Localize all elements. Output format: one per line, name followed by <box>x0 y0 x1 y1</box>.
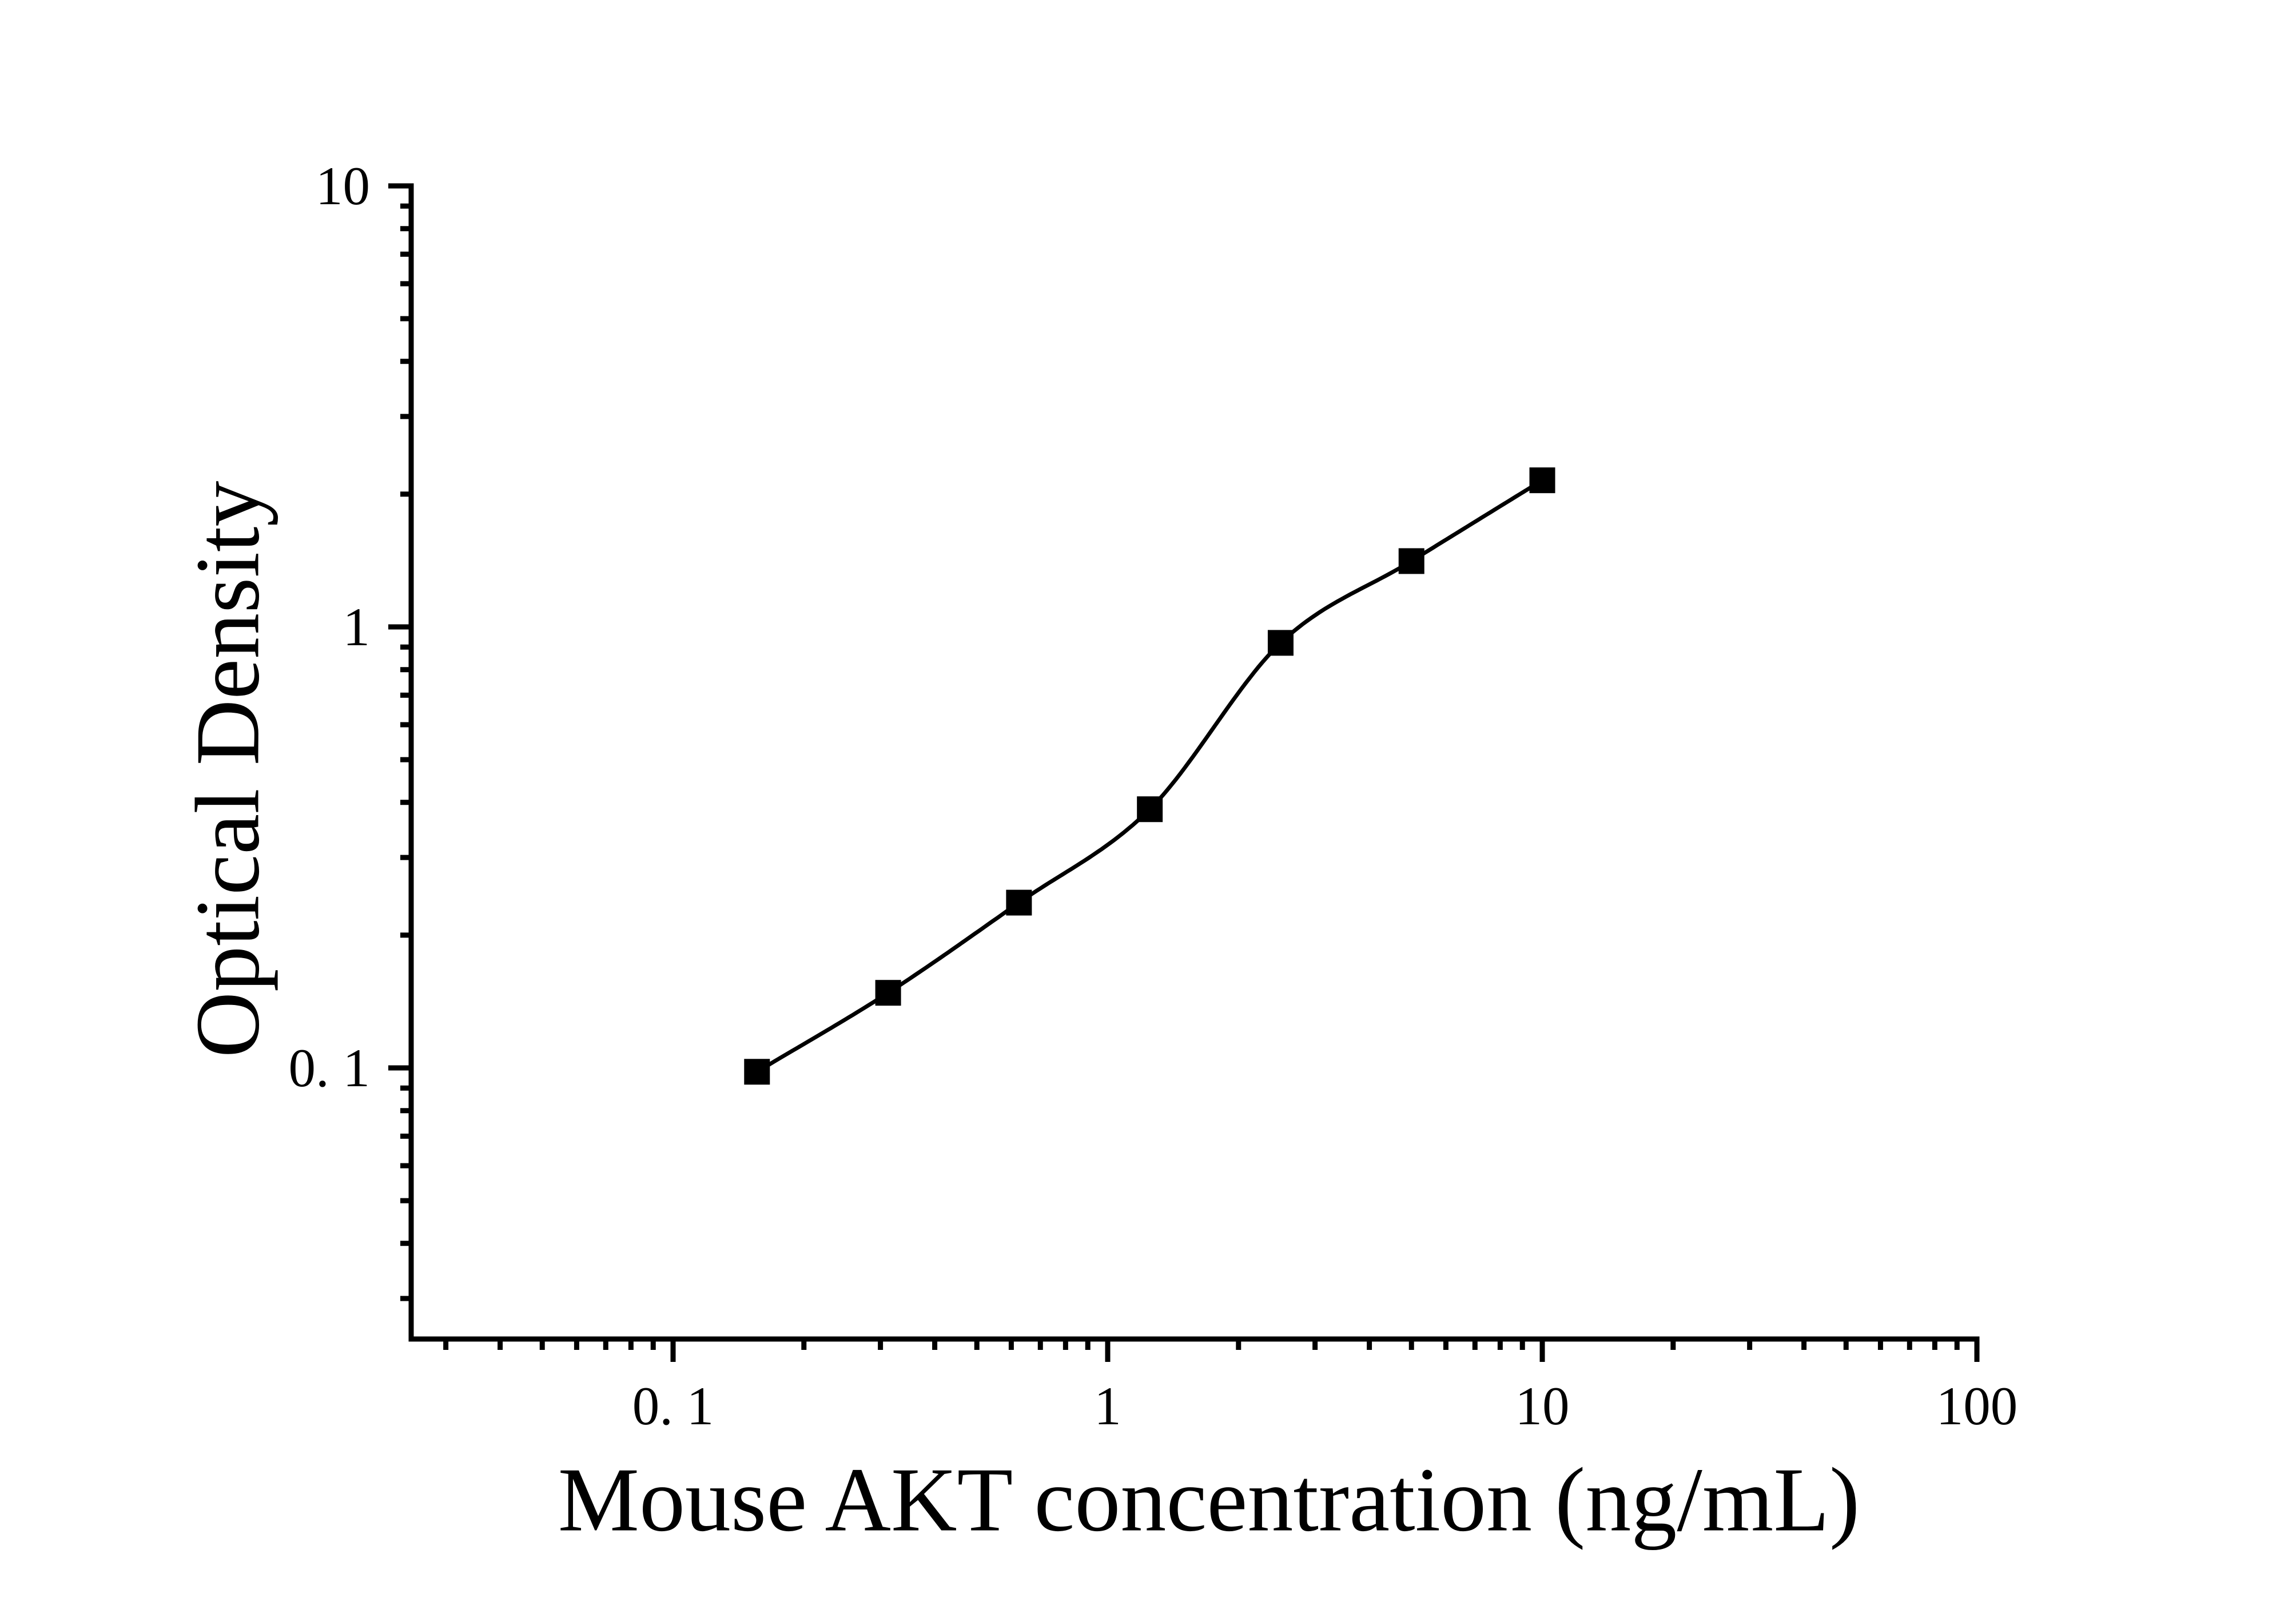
x-tick-label: 0. 1 <box>632 1376 714 1436</box>
axis-ticks <box>388 183 1980 1362</box>
y-tick-label: 10 <box>316 156 370 216</box>
axes <box>408 183 1980 1342</box>
y-axis-title: Optical Density <box>176 480 278 1058</box>
data-point-marker <box>875 980 901 1006</box>
y-tick-label: 1 <box>343 597 371 657</box>
data-points <box>744 467 1555 1085</box>
data-point-marker <box>1398 548 1424 574</box>
y-tick-label: 0. 1 <box>288 1038 371 1098</box>
data-point-marker <box>1529 467 1555 494</box>
data-point-marker <box>1137 796 1163 823</box>
x-tick-label: 10 <box>1515 1376 1570 1436</box>
standard-curve-line <box>755 478 1543 1074</box>
x-tick-label: 1 <box>1094 1376 1121 1436</box>
fitted-curve <box>755 478 1543 1074</box>
data-point-marker <box>744 1059 770 1085</box>
x-axis-title: Mouse AKT concentration (ng/mL) <box>558 1448 1860 1551</box>
data-point-marker <box>1006 889 1032 916</box>
x-tick-label: 100 <box>1936 1376 2018 1436</box>
data-point-marker <box>1267 630 1294 656</box>
